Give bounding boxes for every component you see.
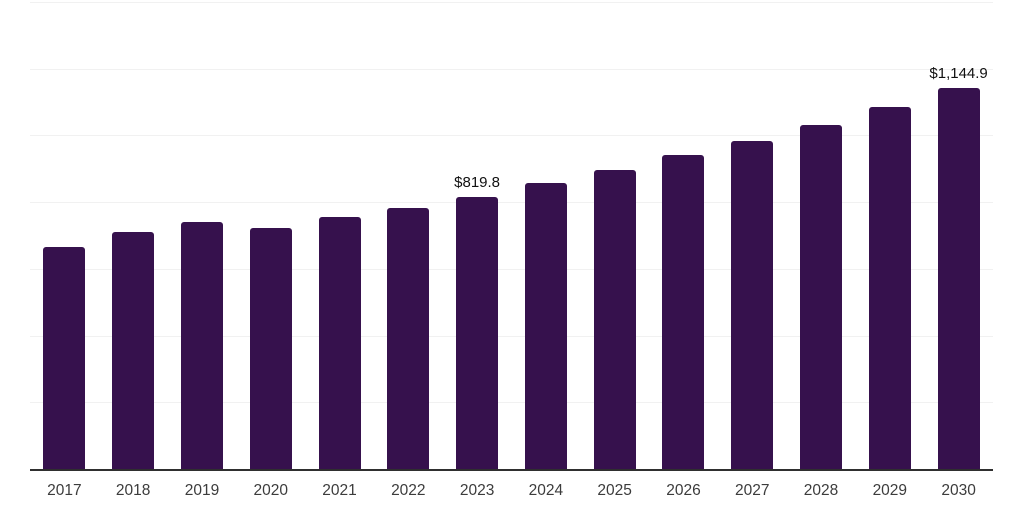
value-label-2030: $1,144.9	[929, 65, 988, 83]
value-label-2023: $819.8	[454, 173, 501, 191]
bar-2030	[937, 88, 980, 470]
gridline-200	[30, 402, 993, 404]
gridline-800	[30, 202, 993, 204]
bar-2027	[731, 141, 774, 470]
bar-2017	[43, 246, 86, 470]
bar-2018	[112, 232, 155, 470]
gridline-600	[30, 268, 993, 270]
gridline-1000	[30, 135, 993, 137]
bar-2021	[318, 217, 361, 470]
x-tick-2019: 2019	[184, 482, 220, 499]
plot-area: $819.8 $1,144.9	[30, 2, 993, 471]
gridline-1400	[30, 2, 993, 3]
x-tick-2027: 2027	[734, 482, 770, 499]
x-tick-2021: 2021	[322, 482, 357, 499]
bar-2025	[593, 169, 636, 470]
x-tick-2028: 2028	[803, 482, 839, 499]
bar-2023	[456, 196, 499, 470]
x-tick-2023: 2023	[459, 482, 495, 499]
bar-2019	[180, 221, 223, 470]
x-tick-2024: 2024	[528, 482, 564, 499]
bar-2020	[249, 227, 292, 470]
x-axis-line	[30, 469, 993, 471]
x-tick-2025: 2025	[597, 482, 632, 499]
x-tick-2026: 2026	[666, 482, 701, 499]
gridline-1200	[30, 68, 993, 70]
bar-2028	[800, 124, 843, 470]
x-tick-2020: 2020	[253, 482, 288, 499]
bar-2024	[524, 183, 567, 470]
x-tick-2029: 2029	[872, 482, 908, 499]
bar-2026	[662, 155, 705, 470]
x-tick-2030: 2030	[941, 482, 976, 499]
gridline-400	[30, 335, 993, 337]
bar-2029	[868, 106, 911, 470]
x-tick-2017: 2017	[47, 482, 82, 499]
x-tick-2018: 2018	[115, 482, 151, 499]
bar-2022	[387, 207, 430, 470]
x-tick-2022: 2022	[391, 482, 426, 499]
